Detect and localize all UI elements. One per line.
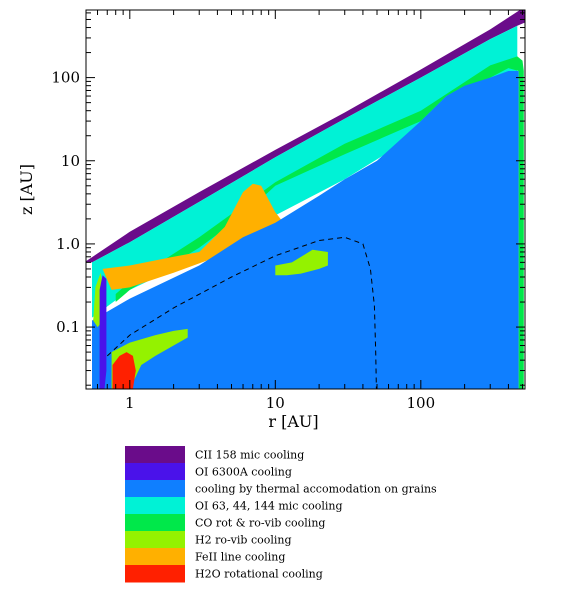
x-tick-label: 10 (266, 394, 285, 412)
region-h2-ro-vib-cooling-upper-band (275, 249, 328, 276)
legend-swatch-h2o-rotational-cooling (125, 565, 185, 583)
region-cii-158-mic-cooling (86, 10, 525, 263)
region-cooling-by-thermal-accomodation-on-grains (92, 71, 519, 389)
legend-label-oi-6300a-cooling: OI 6300A cooling (195, 466, 292, 479)
x-axis-label: r [AU] (268, 412, 318, 431)
legend-swatch-oi-63-44-144-mic-cooling (125, 497, 185, 515)
y-axis-label: z [AU] (17, 164, 36, 215)
x-tick-label: 1 (125, 394, 135, 412)
legend-label-feii-line-cooling: FeII line cooling (195, 551, 285, 564)
legend-swatch-cii-158-mic-cooling (125, 446, 185, 464)
legend-swatch-oi-6300a-cooling (125, 463, 185, 481)
region-feii-line-cooling (102, 183, 287, 290)
legend-swatch-co-rot-ro-vib-cooling (125, 514, 185, 532)
legend-swatch-feii-line-cooling (125, 548, 185, 566)
legend-label-cii-158-mic-cooling: CII 158 mic cooling (195, 449, 304, 462)
region-oi-6300a-cooling (99, 275, 107, 389)
legend-label-h2-ro-vib-cooling: H2 ro-vib cooling (195, 534, 292, 547)
region-h2o-rotational-cooling (112, 352, 136, 389)
legend-swatch-h2-ro-vib-cooling (125, 531, 185, 549)
legend-label-oi-63-44-144-mic-cooling: OI 63, 44, 144 mic cooling (195, 500, 343, 513)
legend-swatch-cooling-by-thermal-accomodation-on-grains (125, 480, 185, 498)
legend: CII 158 mic cooling OI 6300A cooling cooli… (125, 446, 437, 583)
y-tick-label: 0.1 (56, 318, 80, 336)
x-tick-label: 100 (406, 394, 435, 412)
plot-frame (85, 9, 526, 390)
legend-label-cooling-by-thermal-accomodation-on-grains: cooling by thermal accomodation on grain… (195, 483, 437, 496)
cooling-regions (86, 10, 525, 389)
legend-label-h2o-rotational-cooling: H2O rotational cooling (195, 568, 323, 581)
y-tick-label: 1.0 (56, 235, 80, 253)
axis-tick-labels: 1 10 100 0.1 1.0 10 100 (51, 69, 435, 412)
legend-label-co-rot-ro-vib-cooling: CO rot & ro-vib cooling (195, 517, 325, 530)
axis-ticks (85, 10, 525, 389)
y-tick-label: 100 (51, 69, 80, 87)
dashed-boundary-curve (106, 236, 377, 389)
y-tick-label: 10 (61, 152, 80, 170)
